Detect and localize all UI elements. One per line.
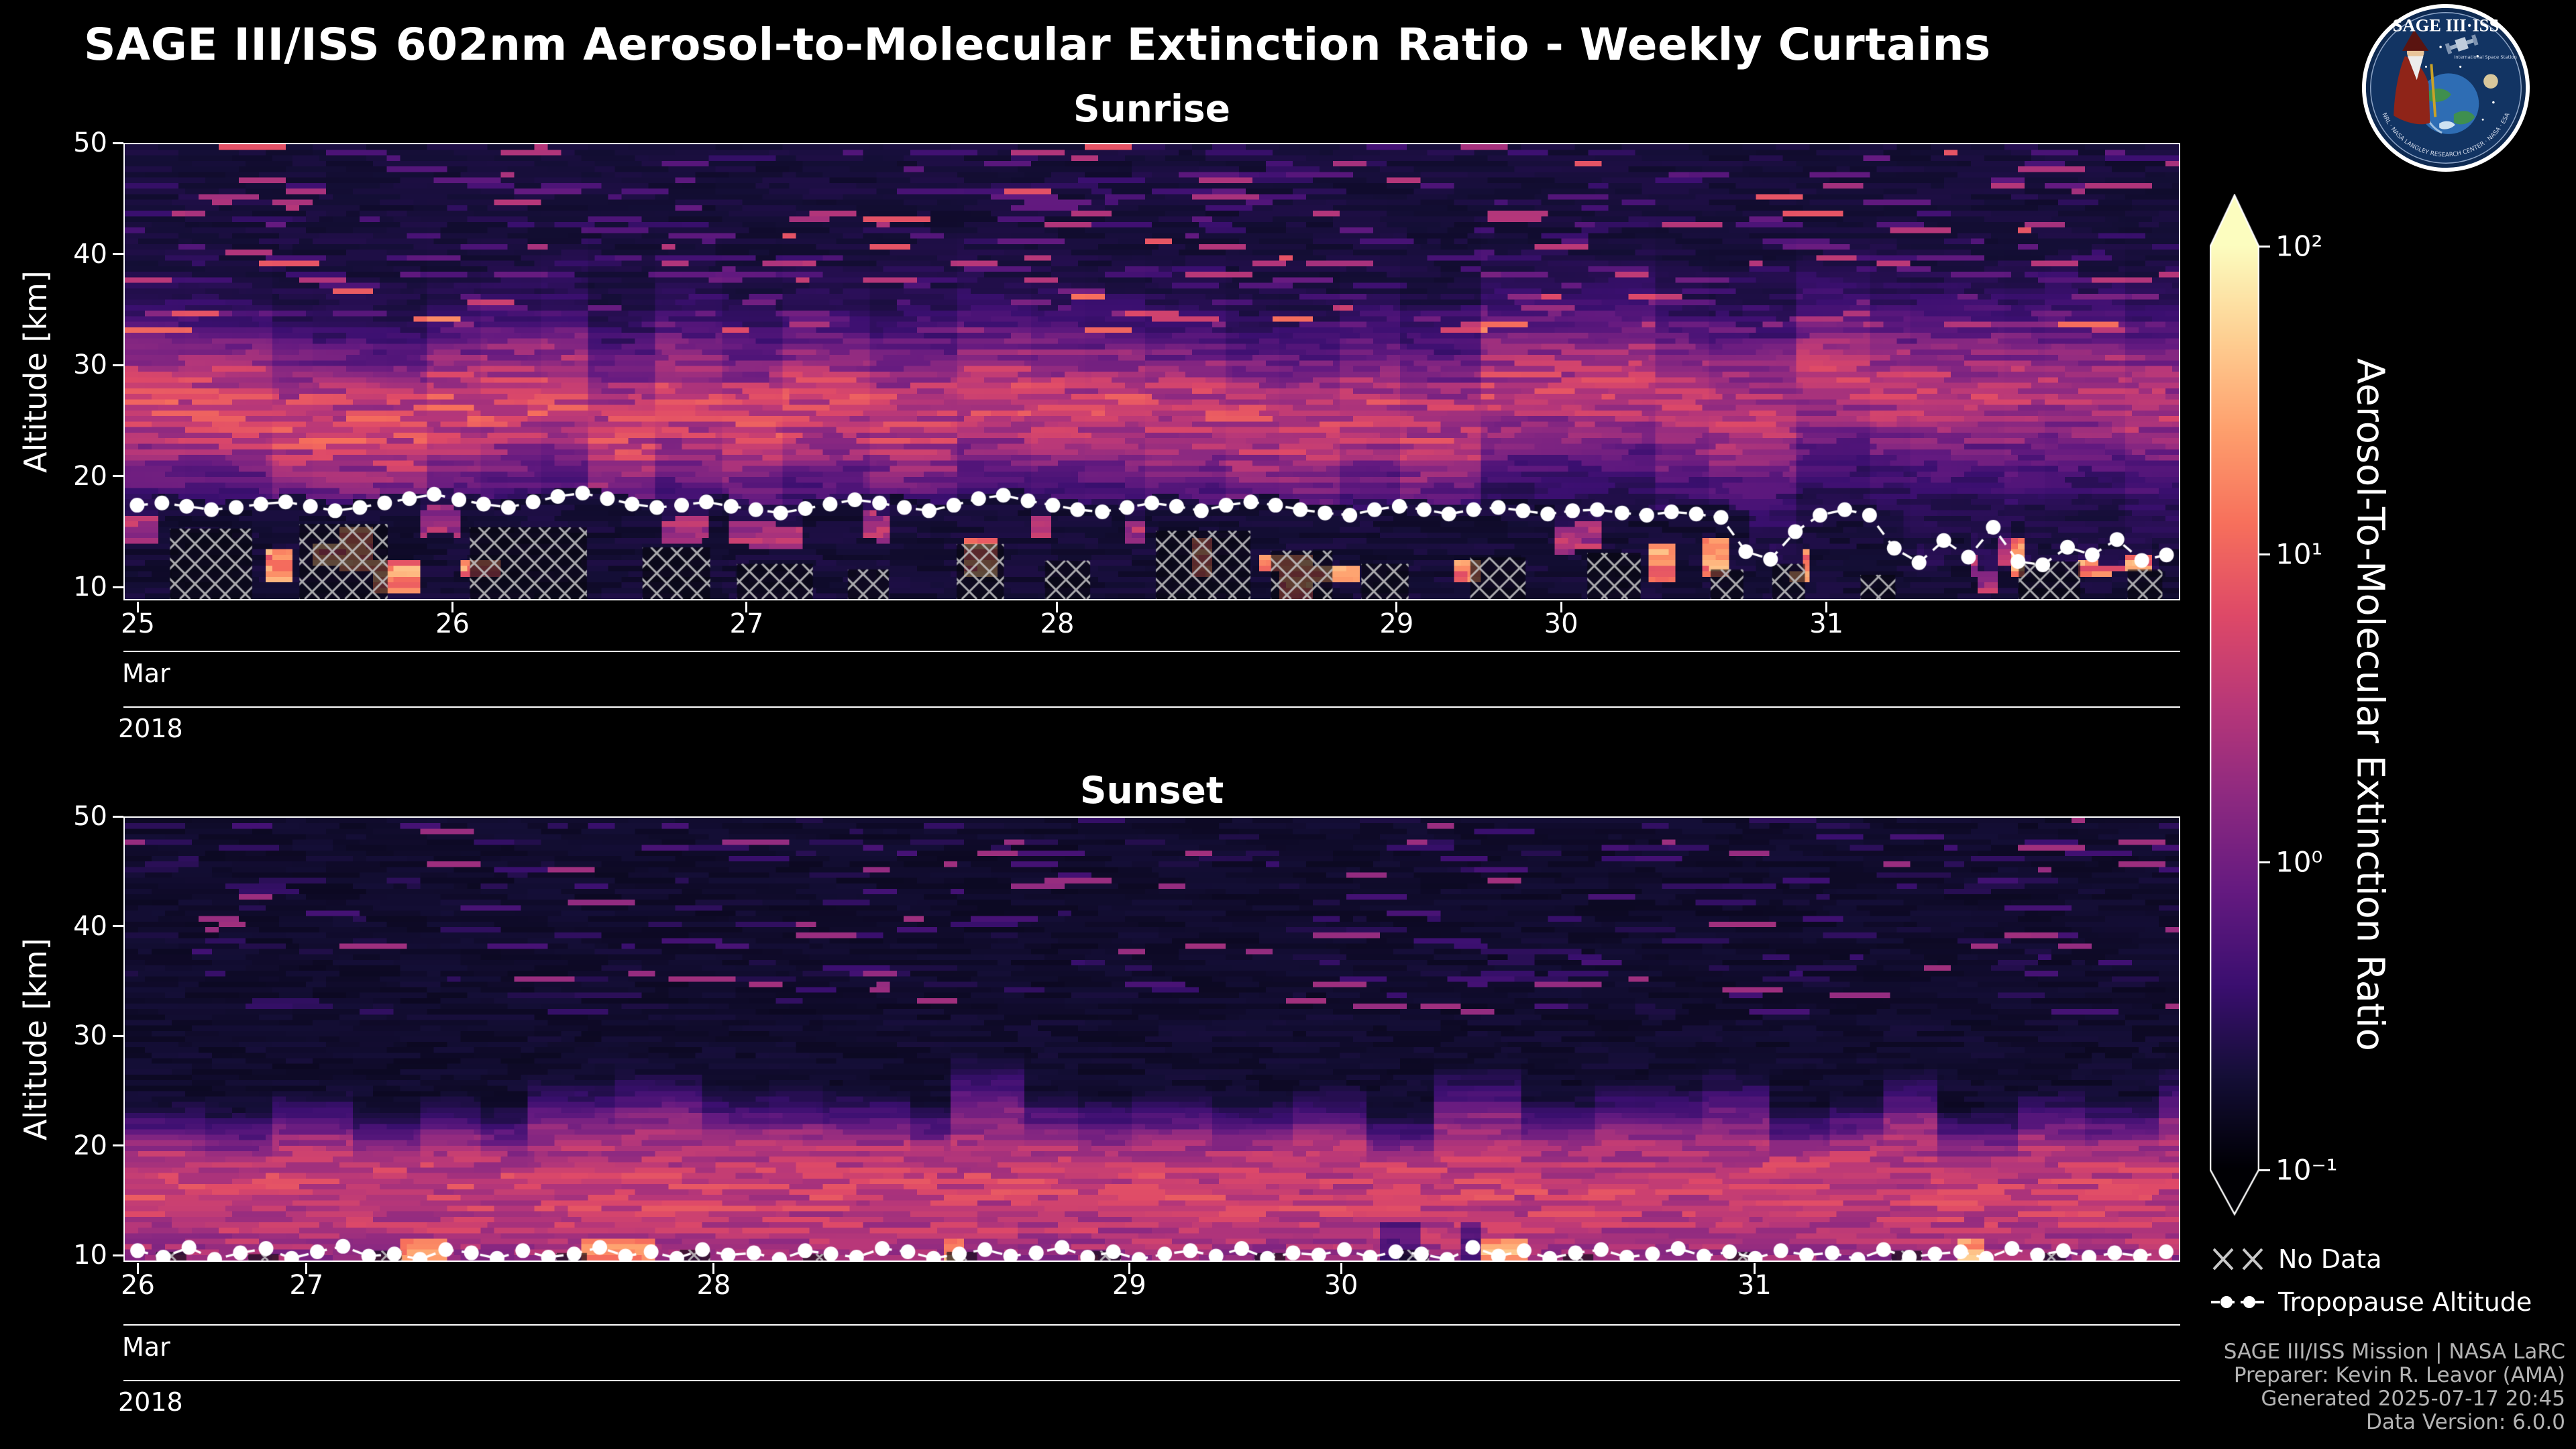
x-tick-label: 29 — [1379, 608, 1414, 639]
sunset-heatmap — [123, 816, 2180, 1262]
x-tick-label: 29 — [1112, 1270, 1146, 1301]
x-tick-mark — [712, 1263, 715, 1274]
logo-wizard — [2394, 30, 2437, 125]
y-tick-label: 30 — [73, 1020, 107, 1052]
y-tick-mark — [113, 1144, 123, 1147]
y-tick-label: 20 — [73, 460, 107, 492]
logo-title: SAGE III·ISS — [2393, 15, 2500, 35]
x-tick-label: 28 — [1040, 608, 1075, 639]
x-tick-mark — [1128, 1263, 1130, 1274]
sage-iii-iss-logo: SAGE III·ISS International Space Station… — [2361, 3, 2530, 172]
x-tick-label: 31 — [1737, 1270, 1772, 1301]
sunset-month-label: Mar — [122, 1332, 170, 1362]
x-tick-mark — [305, 1263, 308, 1274]
colorbar-tick-mark — [2259, 245, 2270, 248]
x-tick-mark — [1825, 602, 1828, 612]
logo-moon — [2483, 74, 2498, 89]
figure-title: SAGE III/ISS 602nm Aerosol-to-Molecular … — [84, 19, 1991, 70]
colorbar-tick-label: 10¹ — [2275, 537, 2323, 571]
x-tick-label: 31 — [1809, 608, 1844, 639]
sunset-overlay-canvas — [125, 818, 2179, 1260]
legend-no-data-label: No Data — [2278, 1244, 2382, 1274]
y-tick-mark — [113, 925, 123, 928]
sage-iii-iss-logo-art: SAGE III·ISS International Space Station… — [2361, 3, 2530, 172]
y-tick-mark — [113, 142, 123, 144]
x-tick-label: 26 — [435, 608, 470, 639]
y-tick-mark — [113, 475, 123, 478]
x-tick-mark — [1340, 1263, 1342, 1274]
logo-subtitle: International Space Station — [2454, 55, 2517, 60]
x-tick-mark — [451, 602, 454, 612]
x-tick-mark — [1056, 602, 1059, 612]
colorbar-tick-mark — [2259, 861, 2270, 863]
x-tick-label: 25 — [121, 608, 155, 639]
y-tick-label: 40 — [73, 238, 107, 270]
credits-line-generated: Generated 2025-07-17 20:45 — [2261, 1387, 2565, 1411]
sunrise-overlay-canvas — [125, 144, 2179, 599]
sunrise-month-separator-line — [123, 651, 2180, 652]
colorbar-label: Aerosol-To-Molecular Extinction Ratio — [2348, 358, 2392, 1051]
sunset-year-label: 2018 — [118, 1387, 183, 1417]
colorbar-tick-mark — [2259, 553, 2270, 555]
credits-block: SAGE III/ISS Mission | NASA LaRC Prepare… — [2224, 1340, 2565, 1434]
logo-stars — [2424, 46, 2495, 121]
x-tick-mark — [136, 1263, 139, 1274]
y-tick-label: 50 — [73, 127, 107, 158]
x-tick-mark — [1753, 1263, 1756, 1274]
legend-tropopause: Tropopause Altitude — [2210, 1285, 2532, 1319]
colorbar-tick-label: 10⁻¹ — [2275, 1153, 2338, 1187]
legend-tropopause-label: Tropopause Altitude — [2278, 1287, 2532, 1317]
y-tick-label: 10 — [73, 1240, 107, 1271]
sunset-year-separator-line — [123, 1380, 2180, 1381]
sunrise-heatmap — [123, 143, 2180, 600]
sunrise-month-label: Mar — [122, 659, 170, 688]
y-tick-label: 20 — [73, 1130, 107, 1161]
y-tick-mark — [113, 586, 123, 588]
x-tick-label: 28 — [696, 1270, 731, 1301]
colorbar — [2210, 194, 2259, 1216]
colorbar-tick-label: 10⁰ — [2275, 845, 2323, 879]
x-tick-mark — [1395, 602, 1398, 612]
x-tick-label: 30 — [1324, 1270, 1358, 1301]
sunrise-year-label: 2018 — [118, 714, 183, 743]
y-tick-mark — [113, 1254, 123, 1256]
x-tick-mark — [1560, 602, 1562, 612]
credits-line-version: Data Version: 6.0.0 — [2365, 1410, 2565, 1434]
no-data-hatch-icon — [2212, 1248, 2263, 1271]
tropopause-line-icon — [2211, 1296, 2265, 1308]
x-tick-label: 27 — [289, 1270, 324, 1301]
y-tick-mark — [113, 364, 123, 366]
colorbar-tick-label: 10² — [2275, 229, 2323, 263]
x-tick-label: 27 — [729, 608, 764, 639]
y-tick-label: 40 — [73, 910, 107, 942]
y-tick-label: 30 — [73, 350, 107, 381]
y-tick-mark — [113, 1034, 123, 1037]
y-tick-mark — [113, 253, 123, 256]
y-tick-label: 10 — [73, 572, 107, 603]
sunrise-year-separator-line — [123, 706, 2180, 708]
y-tick-label: 50 — [73, 801, 107, 832]
x-tick-mark — [136, 602, 139, 612]
x-tick-label: 26 — [121, 1270, 155, 1301]
credits-line-mission: SAGE III/ISS Mission | NASA LaRC — [2223, 1340, 2565, 1364]
legend-no-data: No Data — [2210, 1242, 2382, 1276]
x-tick-label: 30 — [1544, 608, 1578, 639]
sunset-month-separator-line — [123, 1324, 2180, 1326]
credits-line-preparer: Preparer: Kevin R. Leavor (AMA) — [2233, 1363, 2565, 1387]
y-tick-mark — [113, 815, 123, 818]
sunset-panel-title: Sunset — [1079, 769, 1224, 812]
colorbar-tick-mark — [2259, 1169, 2270, 1171]
x-tick-mark — [745, 602, 748, 612]
logo-iss — [2445, 34, 2479, 54]
sunrise-panel-title: Sunrise — [1073, 87, 1230, 130]
